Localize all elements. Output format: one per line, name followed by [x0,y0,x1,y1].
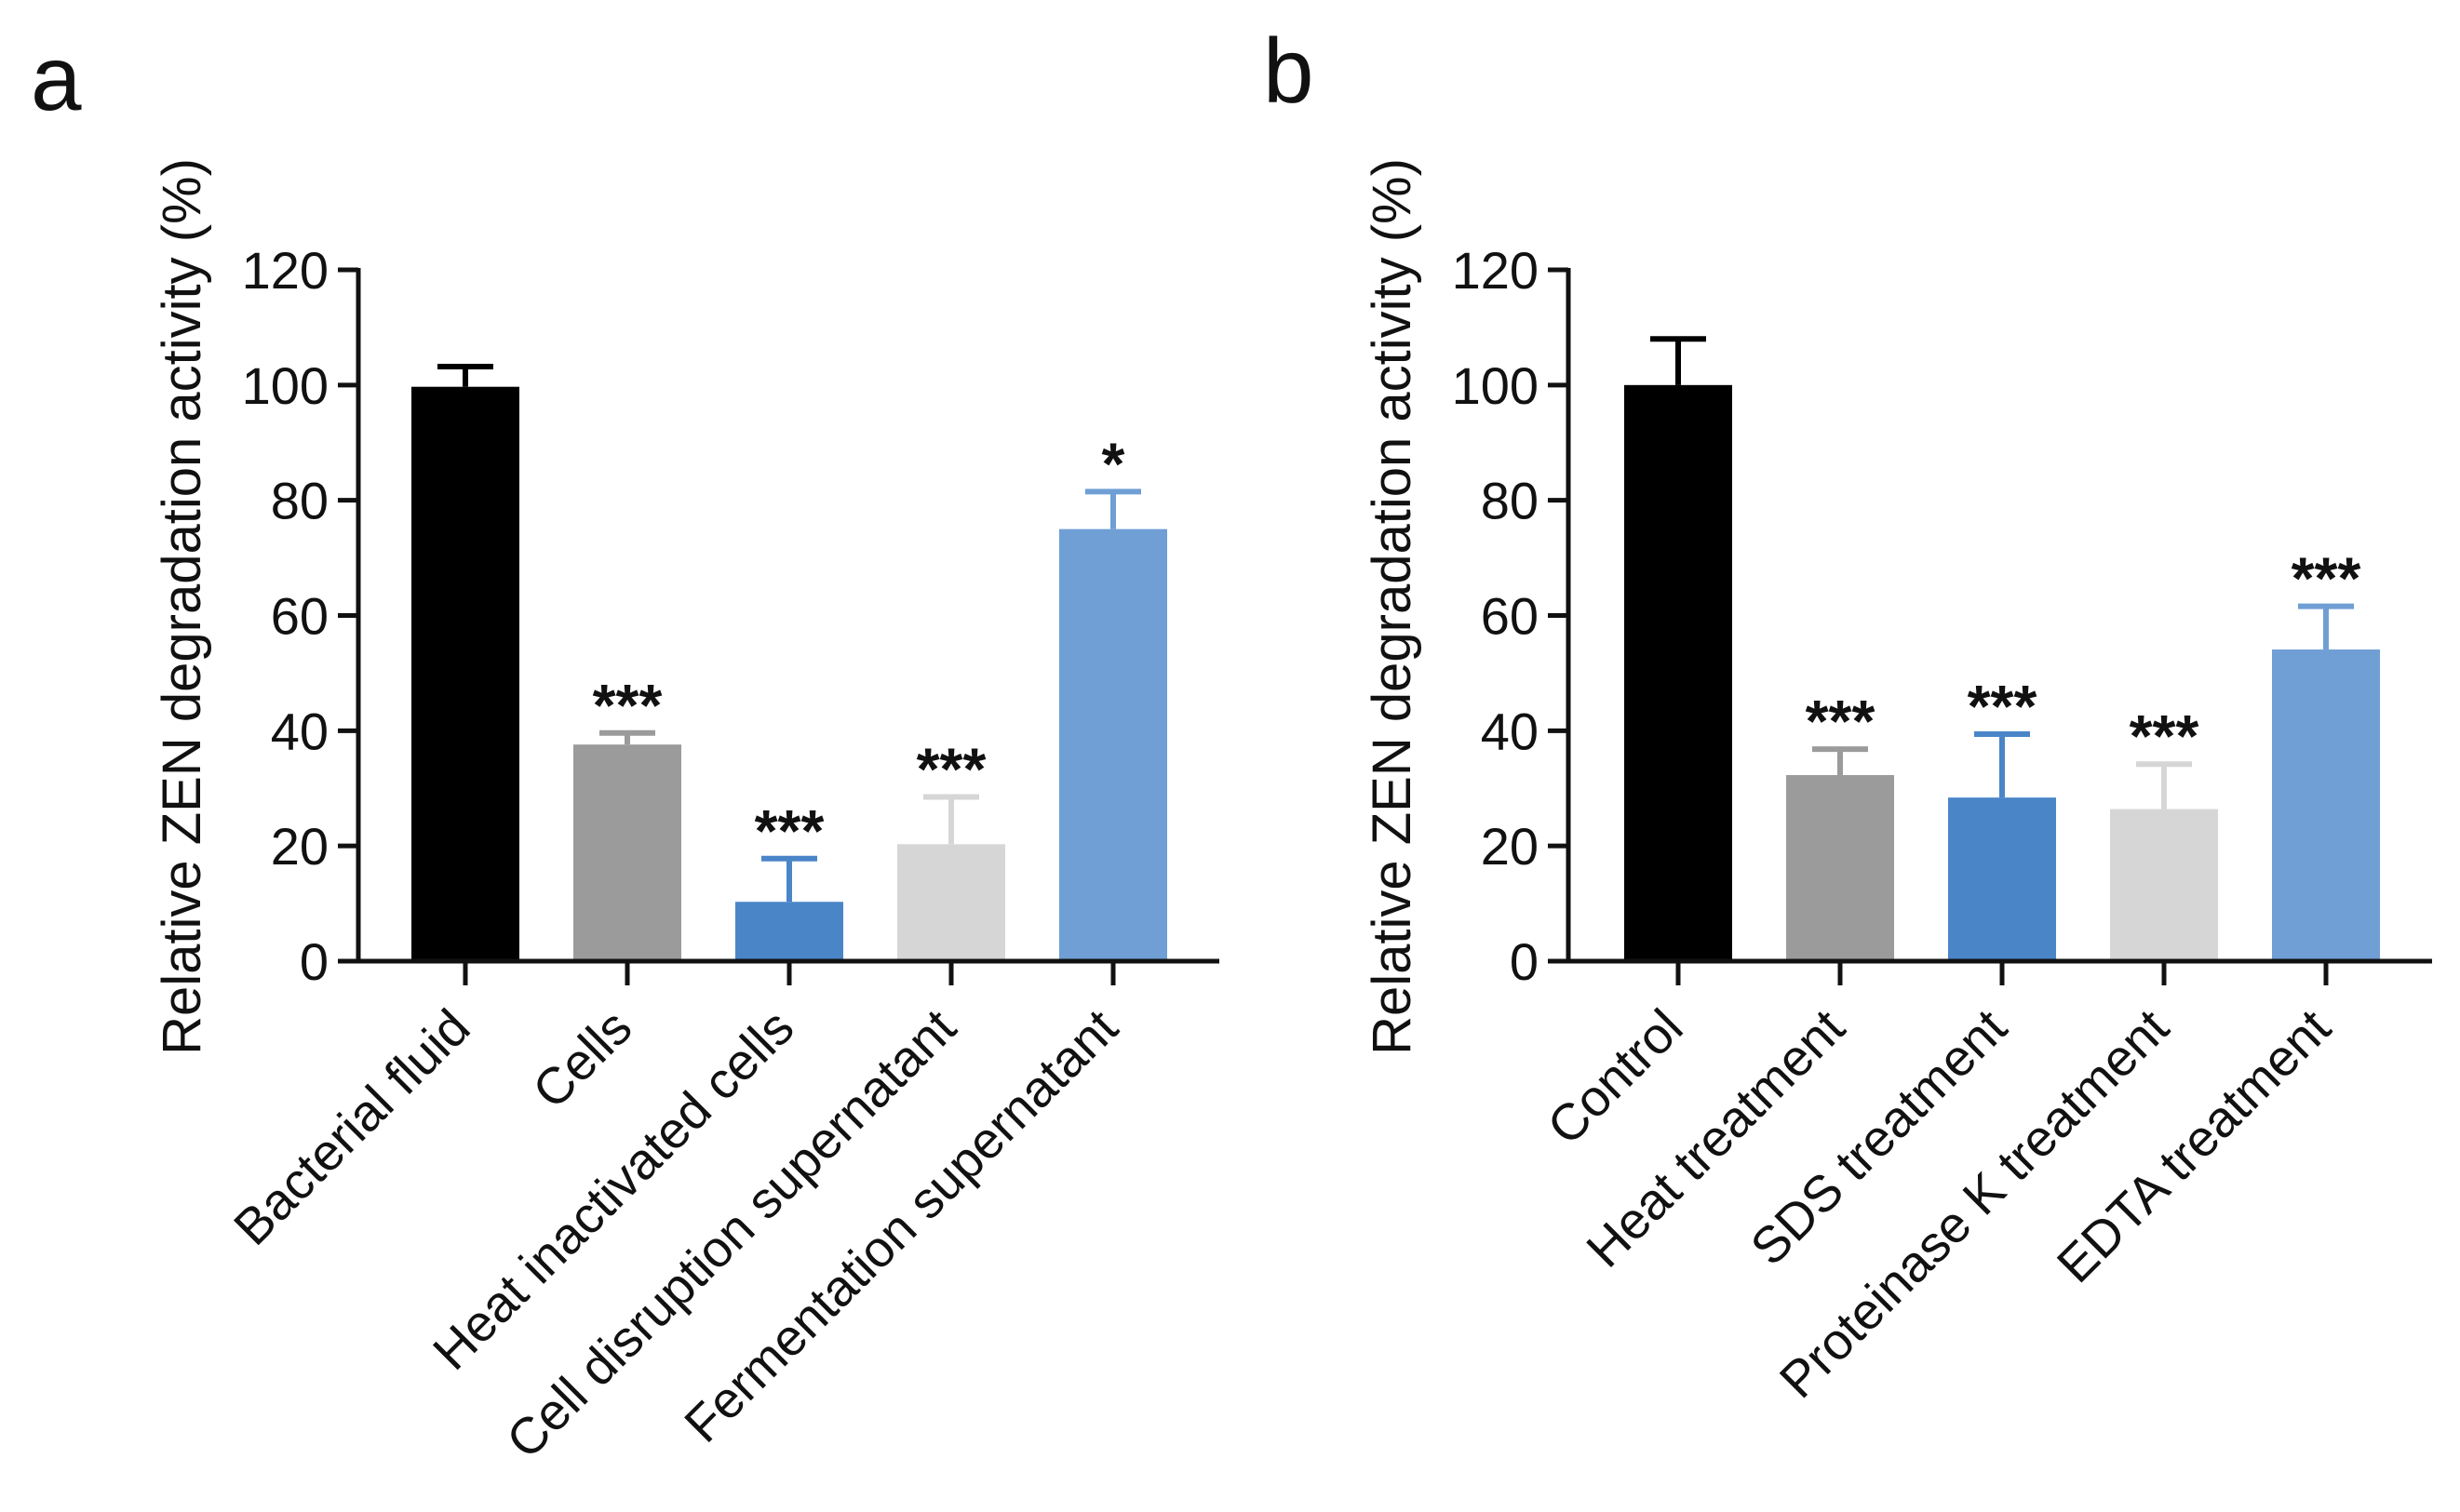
error-bar [1650,336,1706,385]
bar [1786,775,1894,961]
panel-b-error-bars [1650,336,2354,810]
y-tick-label: 40 [271,702,329,760]
significance-label: *** [2292,545,2361,612]
y-tick-label: 20 [271,817,329,876]
y-tick-label: 20 [1481,817,1539,876]
panel-b: b Relative ZEN degradation activity (%) … [1263,20,2432,1409]
bar [897,844,1005,961]
y-tick-label: 0 [300,932,329,991]
bar [2272,649,2380,961]
bar [1948,797,2056,961]
significance-label: *** [1806,688,1875,755]
error-bar [1085,488,1141,529]
panel-a-axes [356,268,1219,985]
category-label: EDTA treatment [2046,998,2342,1294]
significance-label: *** [593,672,663,739]
bar [411,386,519,962]
significance-label: *** [755,797,825,864]
y-tick-label: 60 [271,587,329,646]
y-tick-label: 60 [1481,587,1539,646]
y-tick-label: 40 [1481,702,1539,760]
error-bar [761,855,817,903]
category-label: Cells [521,998,642,1119]
y-tick-label: 120 [1452,241,1539,300]
y-tick-label: 100 [242,356,329,415]
panel-b-axes [1566,268,2432,985]
significance-label: * [1102,430,1125,497]
error-bar [599,729,655,745]
y-tick-label: 80 [271,472,329,530]
error-bar [2298,603,2354,650]
category-label: Control [1536,998,1693,1156]
panel-b-significance: *** *** *** *** [1806,545,2361,770]
panel-b-letter: b [1263,20,1314,122]
panel-a-error-bars [437,364,1141,903]
category-label: Bacterial fluid [222,998,480,1256]
bar [1624,384,1732,961]
y-tick-label: 80 [1481,472,1539,530]
y-tick-label: 0 [1510,932,1539,991]
bar [1059,529,1167,961]
panel-b-y-axis-title: Relative ZEN degradation activity (%) [1362,158,1422,1055]
error-bar [2136,761,2192,810]
error-bar [1812,746,1868,776]
panel-a-letter: a [31,27,82,129]
panel-a-y-axis-title: Relative ZEN degradation activity (%) [152,158,212,1055]
panel-b-bars [1624,384,2380,961]
panel-b-y-ticks: 0 20 40 60 80 100 120 [1452,241,1568,991]
panel-a-y-ticks: 0 20 40 60 80 100 120 [242,241,358,991]
y-tick-label: 100 [1452,356,1539,415]
significance-label: *** [917,736,987,803]
bar [2110,809,2218,961]
bar [573,744,681,961]
panel-a: a Relative ZEN degradation activity (%) … [31,27,1219,1469]
y-tick-label: 120 [242,241,329,300]
panel-a-significance: ********** [593,430,1125,863]
significance-label: *** [1968,673,2037,740]
error-bar [1974,731,2030,798]
significance-label: *** [2130,702,2199,769]
error-bar [437,364,493,387]
error-bar [923,794,979,845]
bar [735,902,843,961]
panel-a-bars [411,386,1167,962]
